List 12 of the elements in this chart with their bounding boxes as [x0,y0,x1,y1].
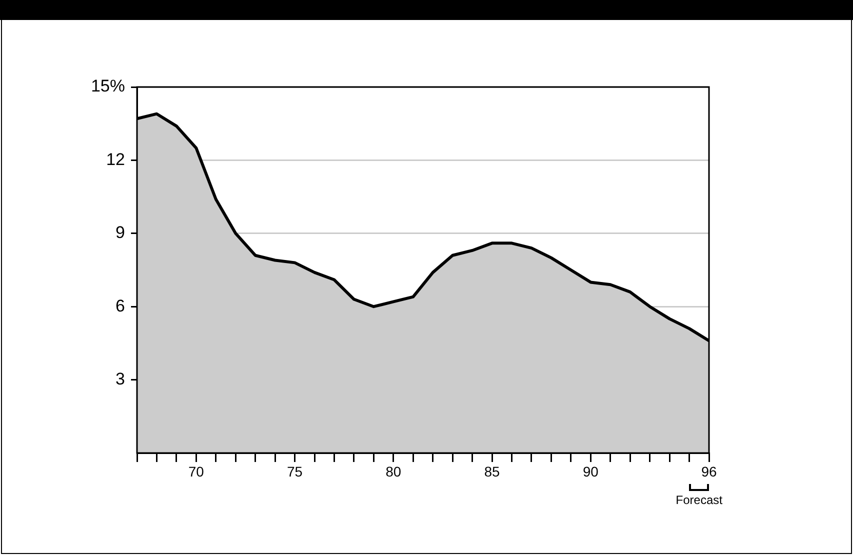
y-tick-label: 3 [116,369,125,388]
text: Forecast [676,493,722,507]
x-tick-label: 80 [386,463,402,480]
y-tick-label: 12 [106,150,125,169]
y-tick-label: 9 [116,223,125,242]
x-tick-label: 85 [484,463,500,480]
x-tick-label: 90 [582,463,599,480]
x-tick-label: 75 [287,463,303,480]
x-tick-label: 96 [701,463,717,480]
y-tick-label: 6 [116,296,125,316]
x-tick-label: 70 [188,463,204,480]
y-tick-label: 15% [90,76,125,96]
